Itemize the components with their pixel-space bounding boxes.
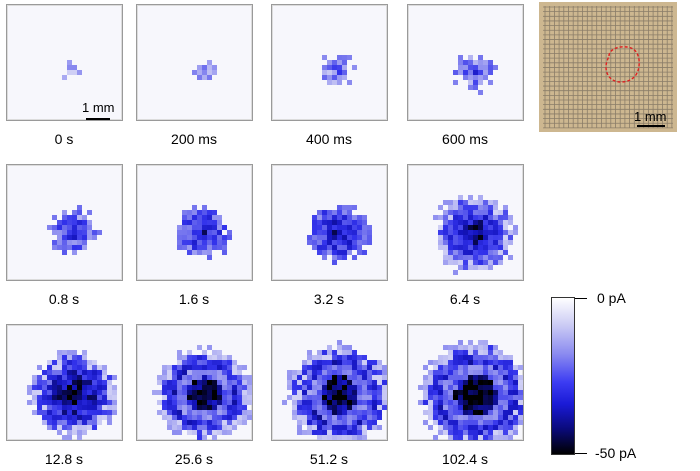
electrode-array-micrograph bbox=[539, 2, 677, 132]
scale-bar-label: 1 mm bbox=[82, 100, 115, 115]
inset-scale-bar-label: 1 mm bbox=[634, 109, 667, 124]
heatmap-25.6s bbox=[152, 345, 252, 440]
heatmap-0.8s bbox=[47, 205, 102, 255]
heatmap-panel-12.8s bbox=[6, 324, 123, 441]
time-label-12.8s: 12.8 s bbox=[44, 451, 84, 467]
heatmap-panel-0s bbox=[6, 4, 123, 121]
colorbar-tick-min bbox=[575, 453, 587, 454]
heatmap-200ms bbox=[192, 60, 217, 80]
heatmap-1.6s bbox=[177, 205, 232, 260]
heatmap-12.8s bbox=[27, 350, 117, 440]
heatmap-panel-0.8s bbox=[6, 164, 123, 281]
time-label-1.6s: 1.6 s bbox=[178, 291, 210, 307]
electrode-grid-image bbox=[543, 6, 673, 129]
heatmap-3.2s bbox=[307, 205, 372, 265]
heatmap-panel-600ms bbox=[407, 4, 524, 121]
heatmap-102.4s bbox=[418, 340, 523, 440]
colorbar-min-label: -50 pA bbox=[595, 445, 637, 461]
heatmap-panel-102.4s bbox=[407, 324, 524, 441]
time-label-25.6s: 25.6 s bbox=[174, 451, 214, 467]
heatmap-6.4s bbox=[433, 195, 518, 275]
heatmap-600ms bbox=[453, 55, 498, 95]
time-label-600ms: 600 ms bbox=[442, 131, 488, 147]
heatmap-panel-51.2s bbox=[271, 324, 388, 441]
heatmap-0s bbox=[62, 60, 82, 80]
cell-region-outline bbox=[605, 46, 640, 83]
heatmap-51.2s bbox=[282, 340, 387, 440]
heatmap-panel-200ms bbox=[136, 4, 253, 121]
time-label-0s: 0 s bbox=[54, 131, 74, 147]
time-label-102.4s: 102.4 s bbox=[442, 451, 488, 467]
heatmap-panel-3.2s bbox=[271, 164, 388, 281]
time-label-200ms: 200 ms bbox=[171, 131, 217, 147]
time-label-3.2s: 3.2 s bbox=[313, 291, 345, 307]
time-label-6.4s: 6.4 s bbox=[449, 291, 481, 307]
heatmap-400ms bbox=[322, 55, 357, 85]
time-label-51.2s: 51.2 s bbox=[309, 451, 349, 467]
colorbar bbox=[551, 297, 575, 455]
time-label-0.8s: 0.8 s bbox=[48, 291, 80, 307]
inset-scale-bar bbox=[637, 125, 665, 127]
colorbar-tick-max bbox=[575, 298, 587, 299]
heatmap-panel-25.6s bbox=[136, 324, 253, 441]
heatmap-panel-1.6s bbox=[136, 164, 253, 281]
colorbar-max-label: 0 pA bbox=[597, 290, 626, 306]
heatmap-panel-400ms bbox=[271, 4, 388, 121]
scale-bar bbox=[86, 118, 110, 120]
time-label-400ms: 400 ms bbox=[306, 131, 352, 147]
heatmap-panel-6.4s bbox=[407, 164, 524, 281]
